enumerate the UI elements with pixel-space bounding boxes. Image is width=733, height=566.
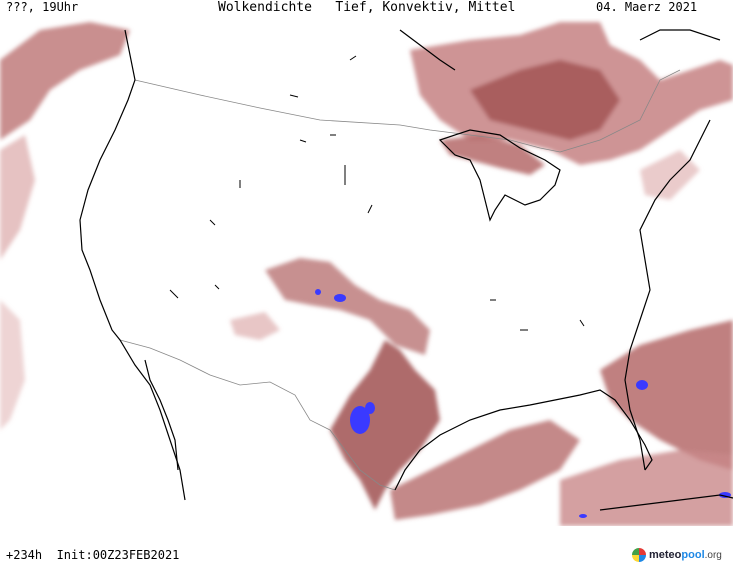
convective-core-plains	[334, 294, 346, 302]
border-us-mexico	[119, 339, 396, 491]
footer-bar: +234h Init:00Z23FEB2021 meteopool.org	[0, 540, 733, 566]
border-us-canada	[134, 69, 681, 153]
inland-water-marks	[169, 55, 585, 331]
cloud-area-pacific-w	[0, 135, 35, 260]
cloud-area-plains	[265, 258, 430, 355]
coast-hudson	[399, 29, 456, 71]
convective-cores	[315, 289, 731, 518]
weather-map	[0, 22, 733, 526]
cloud-area-caribbean	[560, 450, 733, 526]
country-borders	[119, 69, 681, 491]
mark-12	[289, 94, 299, 98]
cloud-area-gulf	[390, 420, 580, 520]
coast-gulf	[394, 389, 653, 491]
cloud-area-florida	[600, 320, 733, 470]
map-title: Wolkendichte Tief, Konvektiv, Mittel	[218, 0, 516, 15]
meteopool-logo-icon	[632, 548, 646, 562]
cloud-area-pacific-nw	[0, 22, 130, 140]
mark-1	[299, 139, 307, 143]
cloud-area-pacific-sw	[0, 300, 25, 430]
mark-5	[214, 284, 220, 290]
mark-3	[209, 219, 216, 226]
coast-atlantic	[624, 119, 711, 471]
mark-11	[367, 204, 373, 214]
coast-baja	[144, 359, 179, 471]
valid-time-label: ???, 19Uhr	[6, 0, 79, 14]
convective-core-plains-2	[315, 289, 321, 295]
mark-13	[349, 55, 357, 61]
meteopool-logo[interactable]: meteopool.org	[632, 547, 722, 563]
model-run-info: +234h Init:00Z23FEB2021	[6, 548, 180, 562]
forecast-date: 04. Maerz 2021	[596, 0, 698, 14]
logo-word-meteo: meteo	[649, 549, 682, 561]
mark-8	[579, 319, 585, 327]
convective-core-bahamas	[579, 514, 587, 518]
cloud-density-layer	[0, 22, 733, 526]
cloud-area-plains-west	[230, 312, 280, 340]
coastlines	[79, 29, 733, 511]
coast-great-lakes	[438, 129, 561, 222]
convective-core-texas	[350, 406, 370, 434]
mark-4	[169, 289, 179, 299]
cloud-area-great-lakes	[440, 135, 545, 175]
meteopool-logo-text: meteopool.org	[649, 549, 722, 561]
coast-labrador	[639, 29, 721, 41]
coast-pacific	[79, 29, 186, 501]
convective-core-texas-2	[365, 402, 375, 414]
logo-word-org: .org	[704, 550, 722, 561]
cloud-core-quebec	[470, 60, 620, 140]
cloud-area-texas	[330, 340, 440, 510]
logo-word-pool: pool	[681, 549, 705, 561]
cloud-area-atlantic-ne	[640, 150, 700, 200]
coast-cuba	[599, 494, 733, 511]
convective-core-florida	[636, 380, 648, 390]
header-bar: ???, 19Uhr Wolkendichte Tief, Konvektiv,…	[0, 0, 733, 18]
